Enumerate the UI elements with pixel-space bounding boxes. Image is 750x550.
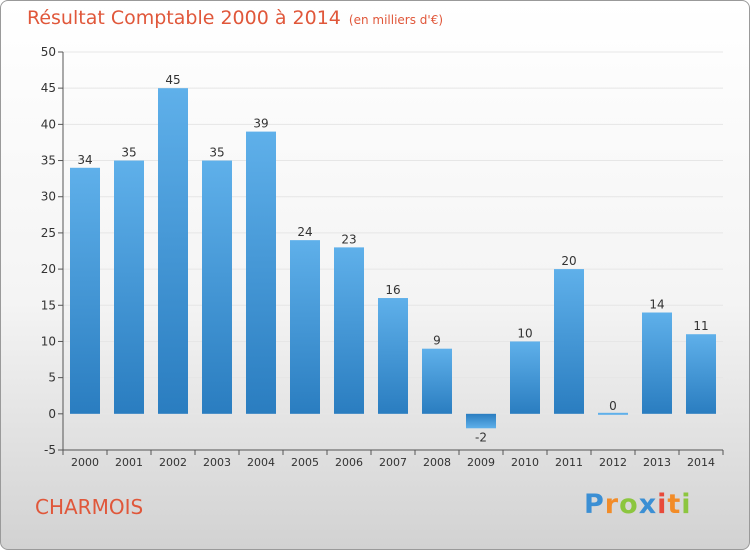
bar-value-label: 14: [649, 298, 664, 312]
proxiti-logo[interactable]: Proxiti: [584, 489, 692, 520]
bar-value-label: 16: [385, 283, 400, 297]
x-tick-label: 2007: [379, 456, 407, 469]
bar: [642, 312, 672, 414]
x-tick-label: 2003: [203, 456, 231, 469]
bar-value-label: 9: [433, 334, 441, 348]
x-tick-label: 2013: [643, 456, 671, 469]
y-tick-label: 50: [41, 45, 56, 59]
y-tick-label: 25: [41, 226, 56, 240]
y-tick-label: 45: [41, 81, 56, 95]
y-tick-label: 5: [48, 371, 56, 385]
bar: [466, 413, 496, 429]
bar: [202, 160, 232, 414]
bar-value-label: 35: [209, 146, 224, 160]
logo-letter: i: [657, 489, 668, 520]
bar-value-label: 45: [165, 73, 180, 87]
logo-letter: i: [681, 489, 692, 520]
y-tick-label: 0: [48, 407, 56, 421]
x-tick-label: 2008: [423, 456, 451, 469]
bar: [422, 348, 452, 414]
x-tick-label: 2010: [511, 456, 539, 469]
x-tick-label: 2005: [291, 456, 319, 469]
bar: [70, 167, 100, 414]
bar: [510, 341, 540, 414]
bar-value-label: 35: [121, 146, 136, 160]
chart-title-text: Résultat Comptable 2000 à 2014: [27, 7, 341, 29]
x-tick-label: 2012: [599, 456, 627, 469]
logo-letter: o: [619, 489, 639, 520]
bar-value-label: -2: [475, 430, 487, 444]
bar: [598, 412, 628, 415]
bar: [334, 247, 364, 414]
bar-value-label: 0: [609, 399, 617, 413]
y-tick-label: 35: [41, 154, 56, 168]
bar-value-label: 24: [297, 225, 312, 239]
bar: [114, 160, 144, 414]
chart-title: Résultat Comptable 2000 à 2014 (en millie…: [27, 7, 443, 29]
y-tick-label: 20: [41, 262, 56, 276]
bar-value-label: 34: [77, 153, 92, 167]
x-tick-label: 2001: [115, 456, 143, 469]
bar-value-label: 20: [561, 254, 576, 268]
x-tick-label: 2000: [71, 456, 99, 469]
y-tick-label: 30: [41, 190, 56, 204]
bar: [686, 334, 716, 414]
x-tick-label: 2014: [687, 456, 715, 469]
bar-value-label: 11: [693, 319, 708, 333]
chart-subtitle: (en milliers d'€): [348, 13, 444, 27]
x-tick-label: 2009: [467, 456, 495, 469]
logo-letter: x: [638, 489, 658, 520]
commune-name: CHARMOIS: [35, 495, 144, 519]
y-tick-label: 10: [41, 334, 56, 348]
x-tick-label: 2011: [555, 456, 583, 469]
bar: [246, 131, 276, 414]
x-tick-label: 2006: [335, 456, 363, 469]
logo-letter: P: [584, 489, 605, 520]
x-tick-label: 2002: [159, 456, 187, 469]
logo-letter: r: [604, 489, 620, 520]
bar-value-label: 10: [517, 326, 532, 340]
logo-letter: t: [667, 489, 682, 520]
bar: [378, 298, 408, 414]
y-tick-label: -5: [44, 443, 56, 457]
bar: [290, 240, 320, 414]
y-tick-label: 15: [41, 298, 56, 312]
y-tick-label: 40: [41, 117, 56, 131]
bar: [158, 88, 188, 414]
x-tick-label: 2004: [247, 456, 275, 469]
bar: [554, 269, 584, 414]
bar-value-label: 39: [253, 117, 268, 131]
bar-value-label: 23: [341, 232, 356, 246]
